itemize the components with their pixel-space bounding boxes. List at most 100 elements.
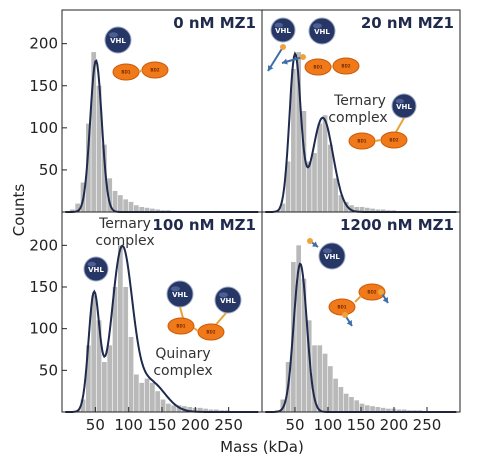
histogram-bar (139, 382, 145, 412)
histogram-bar (128, 337, 134, 412)
linker-icon (374, 139, 382, 142)
histogram-bar (86, 345, 91, 412)
histogram-bar (354, 206, 360, 212)
vhl-label: VHL (275, 27, 291, 35)
svg-text:BD2: BD2 (206, 330, 215, 335)
histogram-bar (375, 209, 381, 212)
histogram-bar (380, 407, 386, 412)
histogram-bar (102, 144, 107, 212)
histogram-bar (134, 374, 139, 412)
linker-icon (179, 306, 184, 319)
histogram-bar (107, 178, 113, 212)
histogram-bar (123, 287, 129, 412)
histogram-bar (86, 123, 91, 212)
histogram-bar (96, 85, 102, 212)
svg-text:BD1: BD1 (121, 70, 130, 75)
dissociation-arrow-icon (378, 289, 389, 304)
y-tick-label: 150 (29, 278, 58, 296)
svg-text:BD2: BD2 (341, 64, 350, 69)
x-tick-label: 250 (214, 416, 243, 434)
histogram-bar (171, 405, 177, 412)
histogram-bar (343, 393, 349, 412)
vhl-protein-icon: VHL (104, 26, 132, 54)
linker-icon (193, 327, 199, 332)
histogram-bar (380, 209, 386, 212)
histogram-bar (285, 161, 291, 212)
bromodomain-icon: BD2 (197, 323, 225, 341)
y-tick-label: 100 (29, 119, 58, 137)
vhl-label: VHL (324, 253, 340, 261)
histogram-bar (176, 405, 182, 412)
vhl-protein-icon: VHL (318, 242, 346, 270)
bromodomain-icon: BD1 (328, 298, 356, 316)
x-tick-label: 50 (86, 416, 105, 434)
histogram-bar (203, 408, 209, 412)
histogram-bar (118, 195, 123, 212)
dissociation-arrow-icon (342, 312, 353, 327)
bromodomain-icon: BD2 (332, 57, 360, 75)
svg-text:BD1: BD1 (337, 305, 346, 310)
panel-4: 1200 nM MZ1 (261, 211, 461, 413)
histogram-bar (338, 387, 344, 412)
dissociation-arrow-icon (307, 238, 319, 248)
vhl-label: VHL (110, 37, 126, 45)
histogram-bar (198, 407, 203, 412)
histogram-bar (112, 190, 118, 212)
x-tick-label: 250 (413, 416, 442, 434)
x-tick-label: 100 (314, 416, 343, 434)
histogram-bar (301, 278, 307, 412)
x-tick-label: 100 (114, 416, 143, 434)
annotation-label: Ternary (333, 93, 386, 109)
histogram-bar (396, 409, 402, 412)
annotation-label: Quinary (155, 346, 210, 362)
histogram-bar (118, 245, 123, 412)
histogram-bar (214, 409, 219, 412)
panel-title: 0 nM MZ1 (173, 14, 256, 32)
histogram-bar (150, 208, 155, 212)
histogram-bar (312, 345, 317, 412)
histogram-bar (70, 209, 75, 212)
histogram-bar (322, 115, 328, 212)
svg-text:BD2: BD2 (367, 290, 376, 295)
bromodomain-icon: BD1 (167, 317, 195, 335)
x-tick-label: 50 (285, 416, 304, 434)
x-tick-label: 150 (347, 416, 376, 434)
linker-icon (330, 65, 334, 68)
histogram-bar (359, 403, 365, 412)
y-tick-label: 50 (39, 361, 58, 379)
histogram-bar (296, 52, 301, 213)
histogram-bar (144, 378, 150, 412)
histogram-bar (375, 407, 381, 412)
svg-text:BD2: BD2 (150, 68, 159, 73)
panel-title: 100 nM MZ1 (152, 216, 256, 234)
histogram-bar (328, 144, 333, 212)
histogram-bar (134, 205, 139, 212)
histogram-bar (96, 320, 102, 412)
histogram-bar (280, 203, 286, 212)
histogram-bar (312, 153, 317, 212)
histogram-bar (208, 409, 214, 412)
y-tick-label: 50 (39, 161, 58, 179)
histogram-bar (102, 362, 107, 412)
histogram-bar (306, 320, 312, 412)
histogram-bar (364, 207, 370, 212)
y-tick-label: 200 (29, 236, 58, 254)
histogram-bar (160, 399, 166, 412)
vhl-protein-icon: VHL (270, 17, 296, 43)
bromodomain-icon: BD1 (304, 58, 332, 76)
linker-icon (138, 69, 143, 73)
panel-title: 20 nM MZ1 (361, 14, 454, 32)
annotation-label: complex (328, 110, 387, 126)
histogram-bar (349, 397, 354, 412)
histogram-bar (359, 206, 365, 212)
histogram-bar (139, 206, 145, 212)
histogram-bar (150, 382, 155, 412)
bromodomain-icon: BD2 (358, 283, 386, 301)
histogram-bar (75, 203, 81, 212)
histogram-bar (401, 409, 407, 412)
histogram-bar (306, 161, 312, 212)
histogram-bar (322, 353, 328, 412)
y-tick-label: 200 (29, 35, 58, 53)
